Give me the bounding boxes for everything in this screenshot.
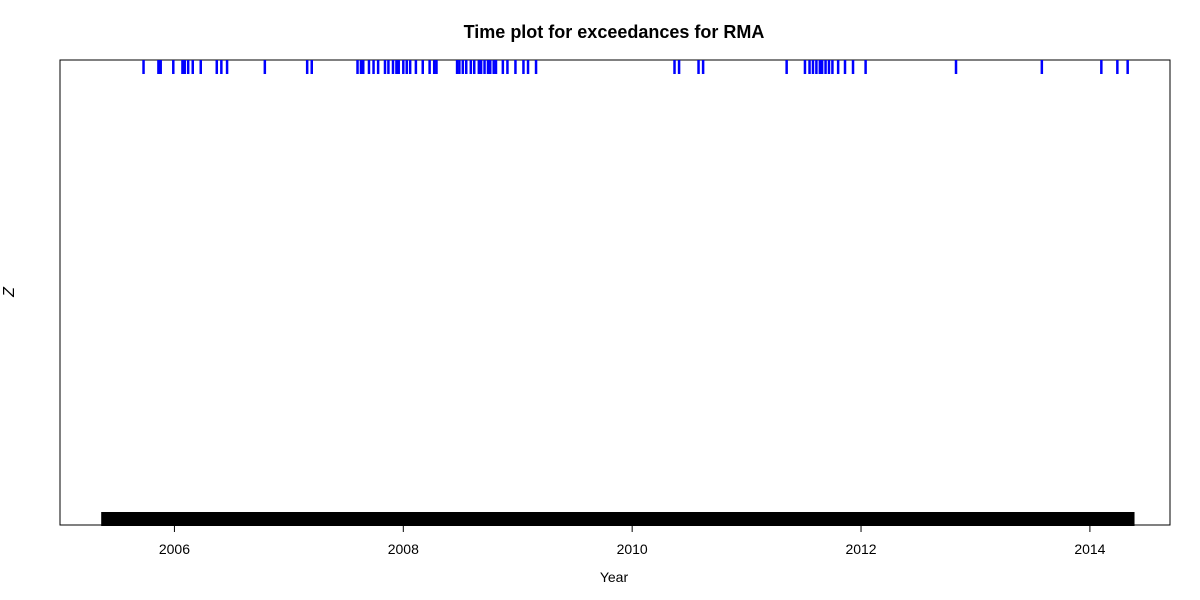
x-axis-label: Year	[600, 569, 629, 585]
y-axis-label: Z	[1, 286, 18, 298]
x-tick-label: 2006	[159, 541, 190, 557]
x-tick-label: 2012	[845, 541, 876, 557]
x-axis: 2006 2008 2010 2012 2014	[159, 524, 1106, 557]
x-tick-label: 2010	[617, 541, 648, 557]
observation-record-bar	[101, 512, 1135, 526]
x-tick-label: 2014	[1074, 541, 1105, 557]
chart-title: Time plot for exceedances for RMA	[464, 22, 765, 42]
x-tick-label: 2008	[388, 541, 419, 557]
exceedance-marks	[142, 60, 1129, 74]
observation-bar	[101, 512, 1135, 526]
plot-frame	[59, 59, 1171, 526]
